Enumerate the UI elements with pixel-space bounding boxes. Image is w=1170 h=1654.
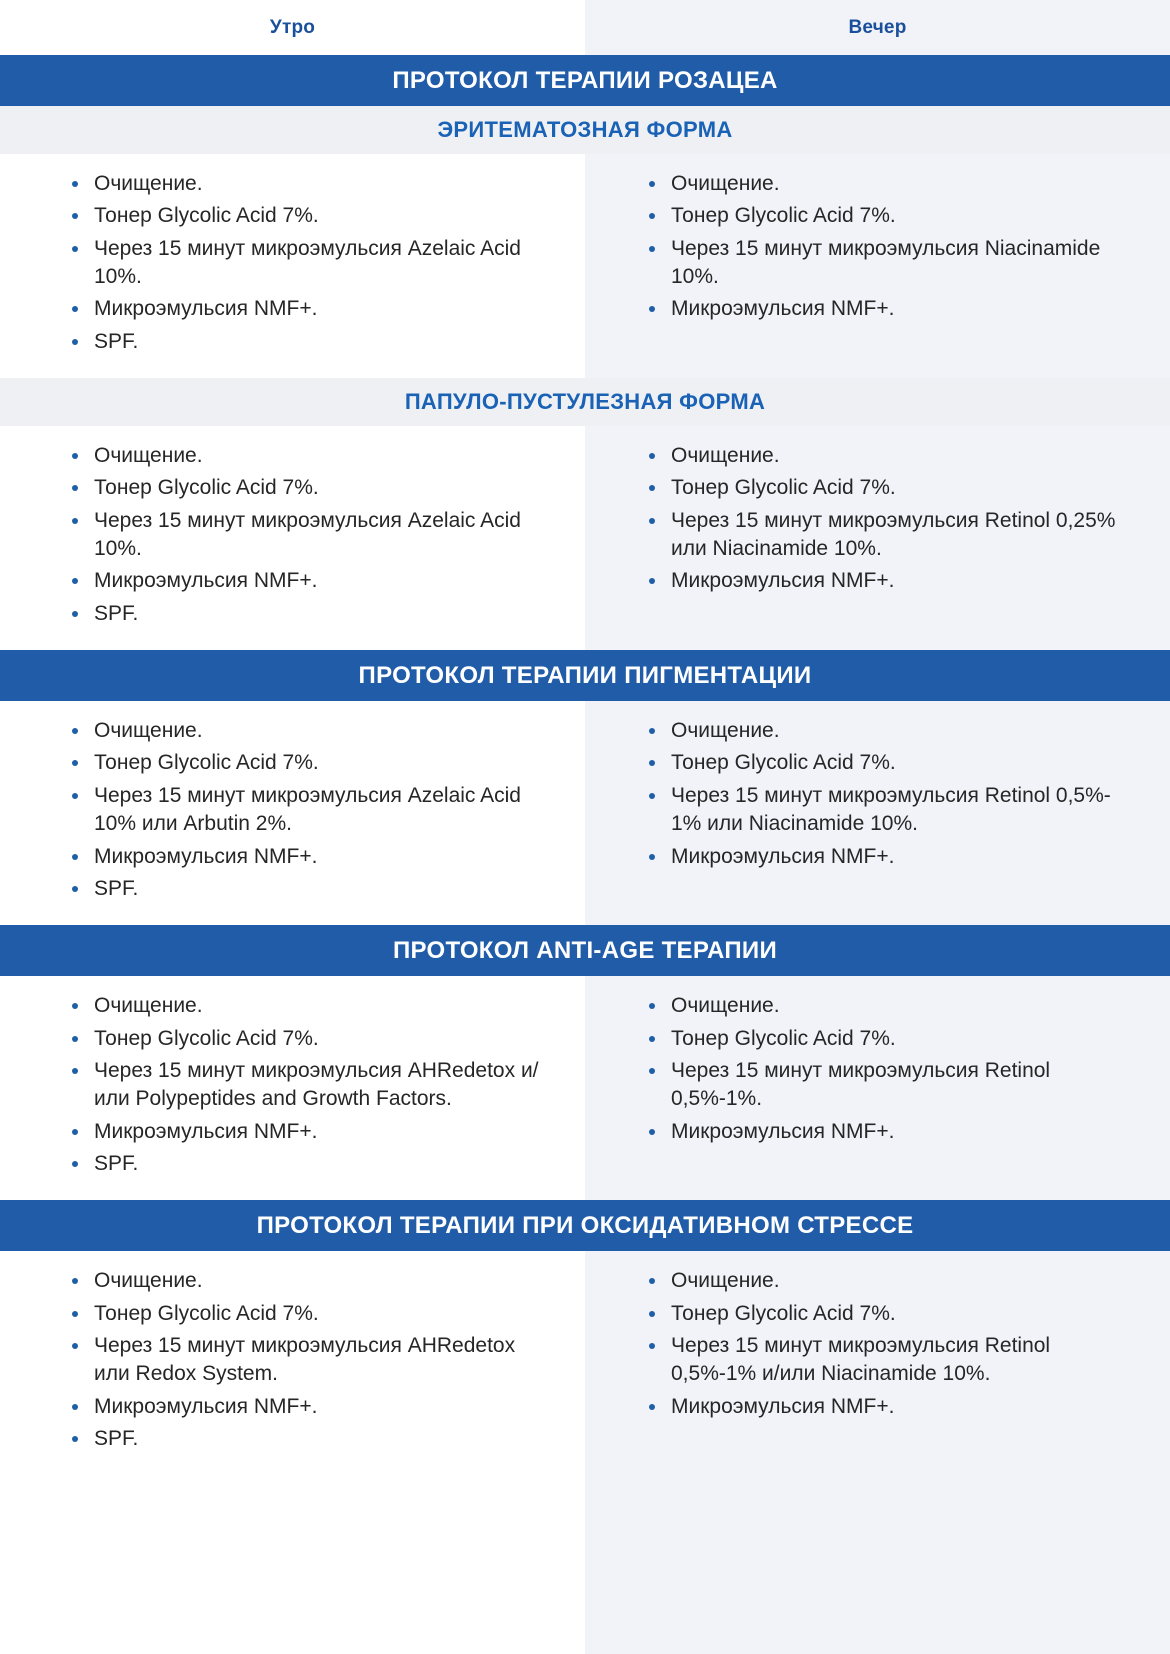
step-item: SPF. xyxy=(70,600,555,628)
evening-step-list: Очищение. Тонер Glycolic Acid 7%. Через 15… xyxy=(647,717,1140,871)
step-item: Микроэмульсия NMF+. xyxy=(70,1118,555,1146)
morning-step-list: Очищение. Тонер Glycolic Acid 7%. Через 15… xyxy=(70,170,555,356)
morning-steps-cell: Очищение. Тонер Glycolic Acid 7%. Через 15… xyxy=(0,154,585,378)
step-item: Через 15 минут микроэмульсия Azelaic Aci… xyxy=(70,235,555,292)
step-item: SPF. xyxy=(70,328,555,356)
protocol-steps-row: Очищение. Тонер Glycolic Acid 7%. Через 15… xyxy=(0,976,1170,1200)
step-item: Очищение. xyxy=(647,442,1140,470)
step-item: Тонер Glycolic Acid 7%. xyxy=(647,1300,1140,1328)
morning-step-list: Очищение. Тонер Glycolic Acid 7%. Через 15… xyxy=(70,1267,555,1453)
protocol-list: ПРОТОКОЛ ТЕРАПИИ РОЗАЦЕА ЭРИТЕМАТОЗНАЯ ФО… xyxy=(0,55,1170,1475)
subsection-title: ЭРИТЕМАТОЗНАЯ ФОРМА xyxy=(437,117,733,142)
step-item: Тонер Glycolic Acid 7%. xyxy=(70,749,555,777)
protocol-title: ПРОТОКОЛ ТЕРАПИИ ПРИ ОКСИДАТИВНОМ СТРЕСС… xyxy=(256,1211,914,1239)
morning-steps-cell: Очищение. Тонер Glycolic Acid 7%. Через 15… xyxy=(0,1251,585,1475)
evening-label: Вечер xyxy=(848,16,907,38)
step-item: Через 15 минут микроэмульсия Retinol 0,5… xyxy=(647,1332,1140,1389)
step-item: Очищение. xyxy=(647,717,1140,745)
protocol-steps-row: Очищение. Тонер Glycolic Acid 7%. Через 15… xyxy=(0,1251,1170,1475)
morning-step-list: Очищение. Тонер Glycolic Acid 7%. Через 15… xyxy=(70,992,555,1178)
step-item: Очищение. xyxy=(647,1267,1140,1295)
protocol-title-band: ПРОТОКОЛ ТЕРАПИИ ПРИ ОКСИДАТИВНОМ СТРЕСС… xyxy=(0,1200,1170,1252)
morning-steps-cell: Очищение. Тонер Glycolic Acid 7%. Через 15… xyxy=(0,976,585,1200)
step-item: Тонер Glycolic Acid 7%. xyxy=(647,1025,1140,1053)
step-item: Микроэмульсия NMF+. xyxy=(647,567,1140,595)
step-item: SPF. xyxy=(70,875,555,903)
step-item: Через 15 минут микроэмульсия AHRedetox и… xyxy=(70,1057,555,1114)
step-item: SPF. xyxy=(70,1150,555,1178)
step-item: Через 15 минут микроэмульсия Retinol 0,2… xyxy=(647,507,1140,564)
column-header-evening: Вечер xyxy=(585,0,1170,55)
evening-steps-cell: Очищение. Тонер Glycolic Acid 7%. Через 15… xyxy=(585,154,1170,378)
step-item: Микроэмульсия NMF+. xyxy=(647,1118,1140,1146)
step-item: Очищение. xyxy=(647,992,1140,1020)
step-item: Очищение. xyxy=(647,170,1140,198)
protocol-title: ПРОТОКОЛ ANTI-AGE ТЕРАПИИ xyxy=(392,936,778,964)
step-item: Через 15 минут микроэмульсия AHRedetox и… xyxy=(70,1332,555,1389)
step-item: Микроэмульсия NMF+. xyxy=(70,567,555,595)
step-item: Тонер Glycolic Acid 7%. xyxy=(647,749,1140,777)
morning-column-background xyxy=(0,0,585,1654)
step-item: Тонер Glycolic Acid 7%. xyxy=(647,202,1140,230)
step-item: Через 15 минут микроэмульсия Azelaic Aci… xyxy=(70,507,555,564)
step-item: Через 15 минут микроэмульсия Retinol 0,5… xyxy=(647,1057,1140,1114)
step-item: Через 15 минут микроэмульсия Retinol 0,5… xyxy=(647,782,1140,839)
step-item: Тонер Glycolic Acid 7%. xyxy=(70,474,555,502)
step-item: Очищение. xyxy=(70,992,555,1020)
subsection-title-band: ЭРИТЕМАТОЗНАЯ ФОРМА xyxy=(0,106,1170,154)
evening-step-list: Очищение. Тонер Glycolic Acid 7%. Через 15… xyxy=(647,992,1140,1146)
step-item: Микроэмульсия NMF+. xyxy=(70,295,555,323)
subsection-title: ПАПУЛО-ПУСТУЛЕЗНАЯ ФОРМА xyxy=(404,389,766,415)
step-item: Тонер Glycolic Acid 7%. xyxy=(70,1025,555,1053)
step-item: Тонер Glycolic Acid 7%. xyxy=(647,474,1140,502)
protocol-title-band: ПРОТОКОЛ ANTI-AGE ТЕРАПИИ xyxy=(0,925,1170,977)
morning-step-list: Очищение. Тонер Glycolic Acid 7%. Через 15… xyxy=(70,717,555,903)
evening-step-list: Очищение. Тонер Glycolic Acid 7%. Через 15… xyxy=(647,1267,1140,1421)
morning-steps-cell: Очищение. Тонер Glycolic Acid 7%. Через 15… xyxy=(0,426,585,650)
column-header-row: Утро Вечер xyxy=(0,0,1170,55)
step-item: SPF. xyxy=(70,1425,555,1453)
evening-steps-cell: Очищение. Тонер Glycolic Acid 7%. Через 15… xyxy=(585,426,1170,650)
step-item: Микроэмульсия NMF+. xyxy=(70,1393,555,1421)
evening-step-list: Очищение. Тонер Glycolic Acid 7%. Через 15… xyxy=(647,442,1140,596)
step-item: Микроэмульсия NMF+. xyxy=(647,1393,1140,1421)
column-header-morning: Утро xyxy=(0,0,585,55)
step-item: Очищение. xyxy=(70,170,555,198)
evening-steps-cell: Очищение. Тонер Glycolic Acid 7%. Через 15… xyxy=(585,701,1170,925)
step-item: Через 15 минут микроэмульсия Niacinamide… xyxy=(647,235,1140,292)
step-item: Тонер Glycolic Acid 7%. xyxy=(70,1300,555,1328)
sheet-content: Утро Вечер ПРОТОКОЛ ТЕРАПИИ РОЗАЦЕА ЭРИТЕ… xyxy=(0,0,1170,1475)
subsection-title-band: ПАПУЛО-ПУСТУЛЕЗНАЯ ФОРМА xyxy=(0,378,1170,427)
morning-label: Утро xyxy=(269,16,316,38)
protocol-title-band: ПРОТОКОЛ ТЕРАПИИ РОЗАЦЕА xyxy=(0,55,1170,106)
protocol-title: ПРОТОКОЛ ТЕРАПИИ ПИГМЕНТАЦИИ xyxy=(358,661,812,689)
step-item: Очищение. xyxy=(70,442,555,470)
protocol-steps-row: Очищение. Тонер Glycolic Acid 7%. Через 15… xyxy=(0,426,1170,650)
protocol-steps-row: Очищение. Тонер Glycolic Acid 7%. Через 15… xyxy=(0,154,1170,378)
evening-column-background xyxy=(585,0,1170,1654)
protocol-title: ПРОТОКОЛ ТЕРАПИИ РОЗАЦЕА xyxy=(392,66,778,94)
step-item: Микроэмульсия NMF+. xyxy=(70,843,555,871)
protocol-title-band: ПРОТОКОЛ ТЕРАПИИ ПИГМЕНТАЦИИ xyxy=(0,650,1170,702)
step-item: Микроэмульсия NMF+. xyxy=(647,295,1140,323)
protocol-steps-row: Очищение. Тонер Glycolic Acid 7%. Через 15… xyxy=(0,701,1170,925)
step-item: Очищение. xyxy=(70,1267,555,1295)
morning-steps-cell: Очищение. Тонер Glycolic Acid 7%. Через 15… xyxy=(0,701,585,925)
step-item: Очищение. xyxy=(70,717,555,745)
morning-step-list: Очищение. Тонер Glycolic Acid 7%. Через 15… xyxy=(70,442,555,628)
step-item: Микроэмульсия NMF+. xyxy=(647,843,1140,871)
evening-steps-cell: Очищение. Тонер Glycolic Acid 7%. Через 15… xyxy=(585,1251,1170,1475)
step-item: Тонер Glycolic Acid 7%. xyxy=(70,202,555,230)
evening-step-list: Очищение. Тонер Glycolic Acid 7%. Через 15… xyxy=(647,170,1140,324)
evening-steps-cell: Очищение. Тонер Glycolic Acid 7%. Через 15… xyxy=(585,976,1170,1200)
step-item: Через 15 минут микроэмульсия Azelaic Aci… xyxy=(70,782,555,839)
